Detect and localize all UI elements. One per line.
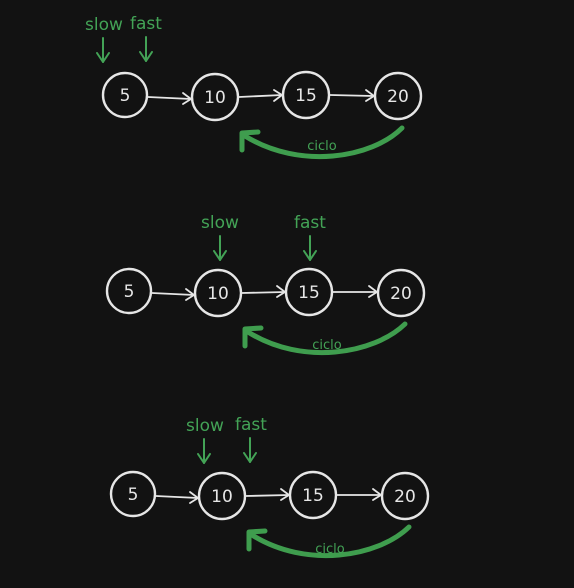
node-value: 15 [302, 486, 324, 506]
cycle-arrow [246, 524, 412, 559]
list-node: 10 [190, 72, 240, 122]
next-arrow [332, 285, 378, 298]
panel-1: slow fast 5 10 15 20 [85, 14, 423, 160]
next-arrow [245, 488, 290, 501]
list-node: 15 [288, 470, 338, 520]
next-arrow [151, 288, 195, 301]
slow-pointer-arrow [213, 235, 227, 261]
next-arrow [238, 89, 283, 102]
next-arrow [147, 92, 192, 105]
slow-pointer-label: slow [201, 213, 239, 233]
cycle-arrow [242, 321, 408, 356]
node-value: 20 [390, 284, 412, 304]
node-value: 5 [120, 86, 131, 106]
fast-pointer-arrow [303, 235, 317, 261]
list-node: 20 [373, 71, 423, 121]
node-value: 10 [211, 487, 233, 507]
panel-3: slow fast 5 10 15 20 [109, 415, 430, 559]
cycle-label: ciclo [315, 542, 345, 557]
list-node: 5 [105, 267, 153, 315]
panel-2: slow fast 5 10 15 20 [105, 213, 426, 356]
list-node: 20 [376, 268, 426, 318]
next-arrow [241, 285, 286, 298]
cycle-label: ciclo [307, 139, 337, 154]
list-node: 5 [109, 470, 157, 518]
fast-pointer-label: fast [130, 14, 162, 34]
node-value: 20 [394, 487, 416, 507]
slow-pointer-arrow [197, 438, 211, 464]
next-arrow [336, 488, 382, 501]
node-value: 20 [387, 87, 409, 107]
slow-pointer-label: slow [186, 416, 224, 436]
node-value: 15 [298, 283, 320, 303]
list-node: 10 [193, 268, 243, 318]
next-arrow [155, 491, 199, 504]
node-value: 15 [295, 86, 317, 106]
list-node: 10 [197, 471, 247, 521]
fast-pointer-label: fast [235, 415, 267, 435]
node-value: 10 [204, 88, 226, 108]
slow-pointer-arrow [96, 37, 110, 63]
node-value: 5 [128, 485, 139, 505]
fast-pointer-arrow [139, 36, 153, 62]
node-value: 10 [207, 284, 229, 304]
node-value: 5 [124, 282, 135, 302]
list-node: 15 [281, 70, 331, 120]
fast-pointer-label: fast [294, 213, 326, 233]
cycle-arrow [239, 125, 405, 160]
list-node: 15 [284, 267, 334, 317]
next-arrow [329, 89, 375, 102]
slow-pointer-label: slow [85, 15, 123, 35]
list-node: 5 [101, 71, 149, 119]
fast-pointer-arrow [243, 437, 257, 463]
list-node: 20 [380, 471, 430, 521]
cycle-label: ciclo [312, 338, 342, 353]
